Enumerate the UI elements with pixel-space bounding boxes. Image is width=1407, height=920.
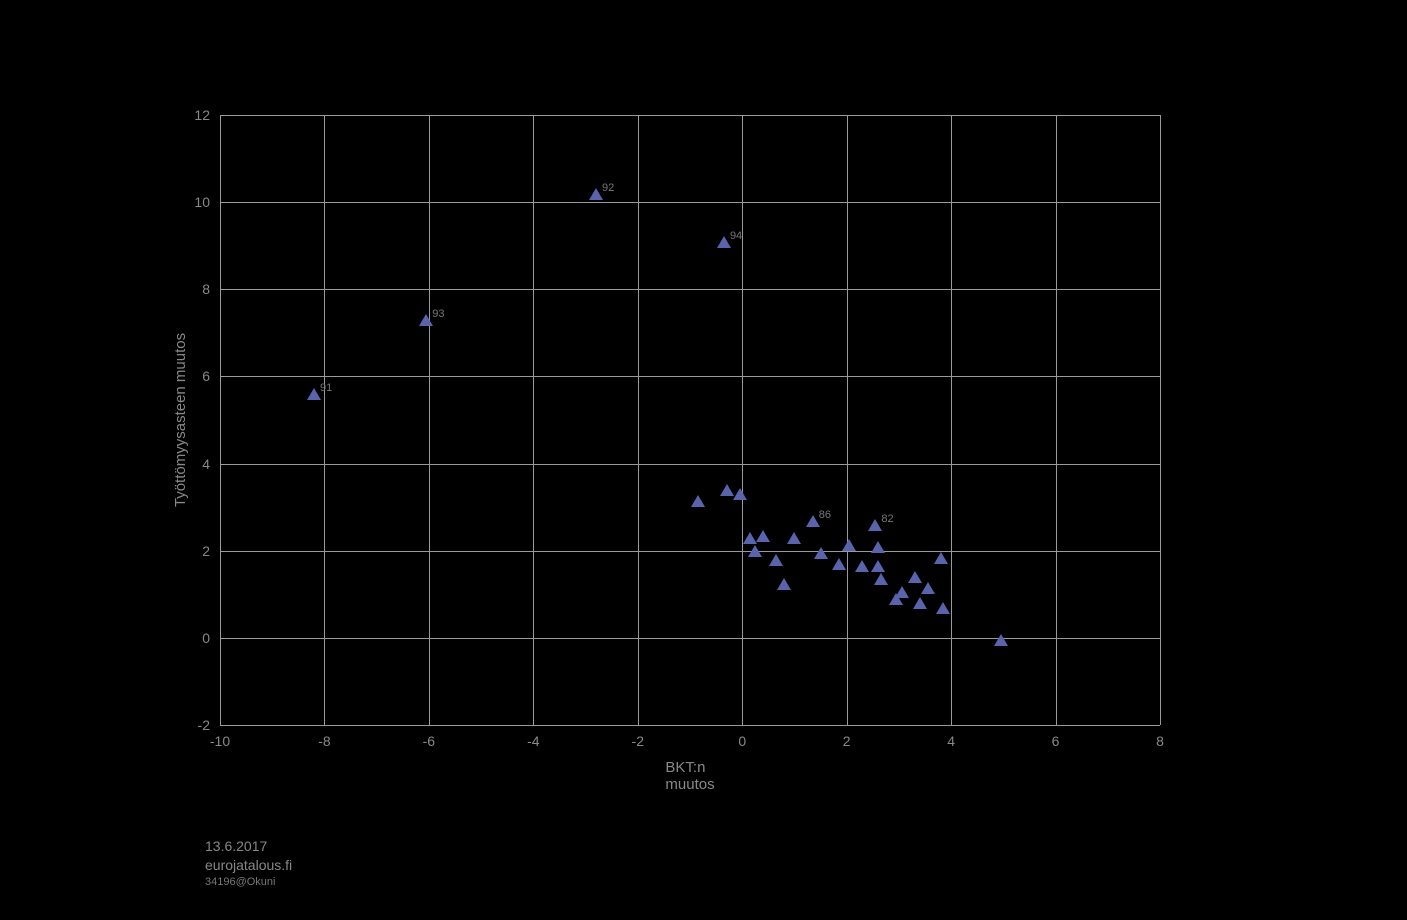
footer-source: eurojatalous.fi <box>205 856 292 875</box>
data-point <box>717 236 731 248</box>
gridline-vertical <box>951 115 952 725</box>
footer-ref: 34196@Okuni <box>205 875 292 890</box>
gridline-horizontal <box>220 725 1160 726</box>
data-point <box>419 314 433 326</box>
gridline-vertical <box>429 115 430 725</box>
data-point <box>832 558 846 570</box>
gridline-horizontal <box>220 289 1160 290</box>
data-point <box>871 541 885 553</box>
data-point <box>895 586 909 598</box>
data-point <box>733 488 747 500</box>
data-point <box>589 188 603 200</box>
x-tick-label: 4 <box>947 733 955 749</box>
gridline-horizontal <box>220 115 1160 116</box>
data-point-label: 94 <box>730 230 742 242</box>
gridline-vertical <box>533 115 534 725</box>
gridline-horizontal <box>220 464 1160 465</box>
data-point <box>855 560 869 572</box>
data-point <box>842 539 856 551</box>
data-point <box>806 515 820 527</box>
x-tick-label: 8 <box>1156 733 1164 749</box>
y-axis-title: Työttömyysasteen muutos <box>172 333 189 507</box>
gridline-vertical <box>220 115 221 725</box>
gridline-horizontal <box>220 376 1160 377</box>
plot-area: 91 93 92 94 86 82 <box>220 115 1160 725</box>
data-point <box>756 530 770 542</box>
x-tick-label: 0 <box>738 733 746 749</box>
data-point <box>307 388 321 400</box>
data-point <box>871 560 885 572</box>
gridline-horizontal <box>220 551 1160 552</box>
x-tick-label: 2 <box>843 733 851 749</box>
data-point <box>691 495 705 507</box>
footer-date: 13.6.2017 <box>205 837 292 856</box>
data-point <box>913 597 927 609</box>
x-tick-label: 6 <box>1052 733 1060 749</box>
data-point <box>814 547 828 559</box>
gridline-vertical <box>324 115 325 725</box>
data-point <box>921 582 935 594</box>
gridline-horizontal <box>220 202 1160 203</box>
chart-footer: 13.6.2017 eurojatalous.fi 34196@Okuni <box>205 837 292 890</box>
data-point <box>748 545 762 557</box>
gridline-vertical <box>1056 115 1057 725</box>
data-point <box>874 573 888 585</box>
data-point-label: 93 <box>432 308 444 320</box>
x-tick-label: -8 <box>318 733 330 749</box>
data-point <box>769 554 783 566</box>
data-point <box>994 634 1008 646</box>
gridline-vertical <box>742 115 743 725</box>
gridline-horizontal <box>220 638 1160 639</box>
data-point-label: 92 <box>602 182 614 194</box>
x-tick-label: -6 <box>423 733 435 749</box>
data-point <box>908 571 922 583</box>
data-point <box>720 484 734 496</box>
data-point-label: 86 <box>819 509 831 521</box>
x-tick-label: -10 <box>210 733 230 749</box>
gridline-vertical <box>847 115 848 725</box>
data-point-label: 82 <box>881 513 893 525</box>
data-point <box>743 532 757 544</box>
gridline-vertical <box>638 115 639 725</box>
data-point <box>787 532 801 544</box>
data-point <box>936 602 950 614</box>
data-point-label: 91 <box>320 382 332 394</box>
x-tick-label: -2 <box>632 733 644 749</box>
data-point <box>934 552 948 564</box>
data-point <box>868 519 882 531</box>
gridline-vertical <box>1160 115 1161 725</box>
x-axis-title: BKT:n muutos <box>665 759 714 793</box>
data-point <box>777 578 791 590</box>
x-tick-label: -4 <box>527 733 539 749</box>
